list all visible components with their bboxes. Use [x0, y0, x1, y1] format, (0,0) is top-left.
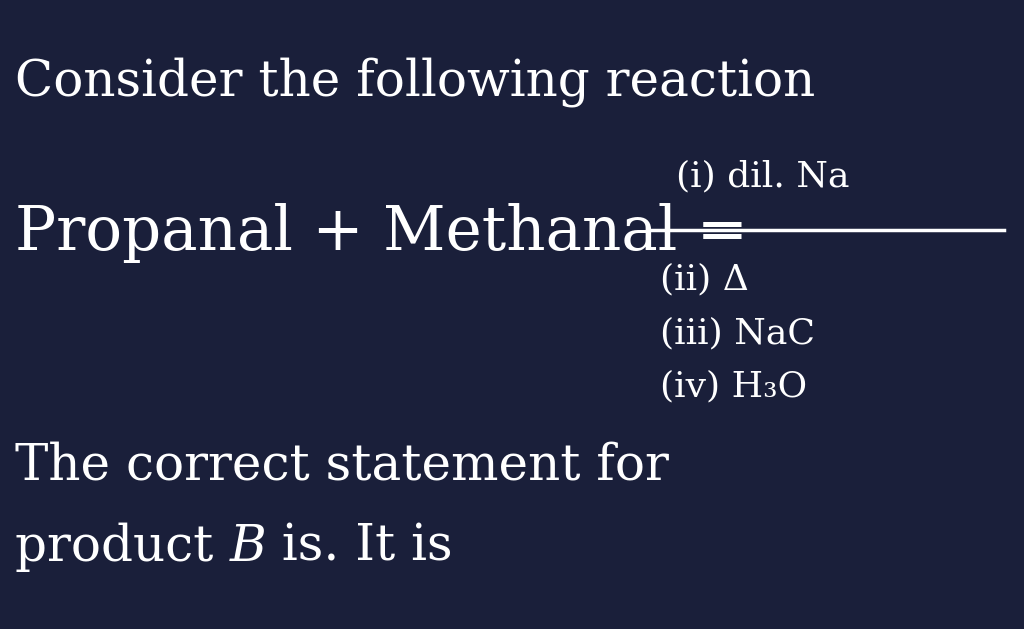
Text: (iii) NaC: (iii) NaC — [660, 316, 815, 350]
Text: (i) dil. Na: (i) dil. Na — [676, 159, 849, 193]
Text: (ii) Δ: (ii) Δ — [660, 263, 750, 297]
Text: Consider the following reaction: Consider the following reaction — [15, 57, 815, 106]
Text: Propanal + Methanal =: Propanal + Methanal = — [15, 203, 749, 263]
Text: (iv) H₃O: (iv) H₃O — [660, 370, 808, 404]
Text: B: B — [229, 523, 266, 572]
Text: The correct statement for: The correct statement for — [15, 441, 670, 490]
Text: is. It is: is. It is — [266, 523, 453, 572]
Text: product: product — [15, 523, 229, 572]
